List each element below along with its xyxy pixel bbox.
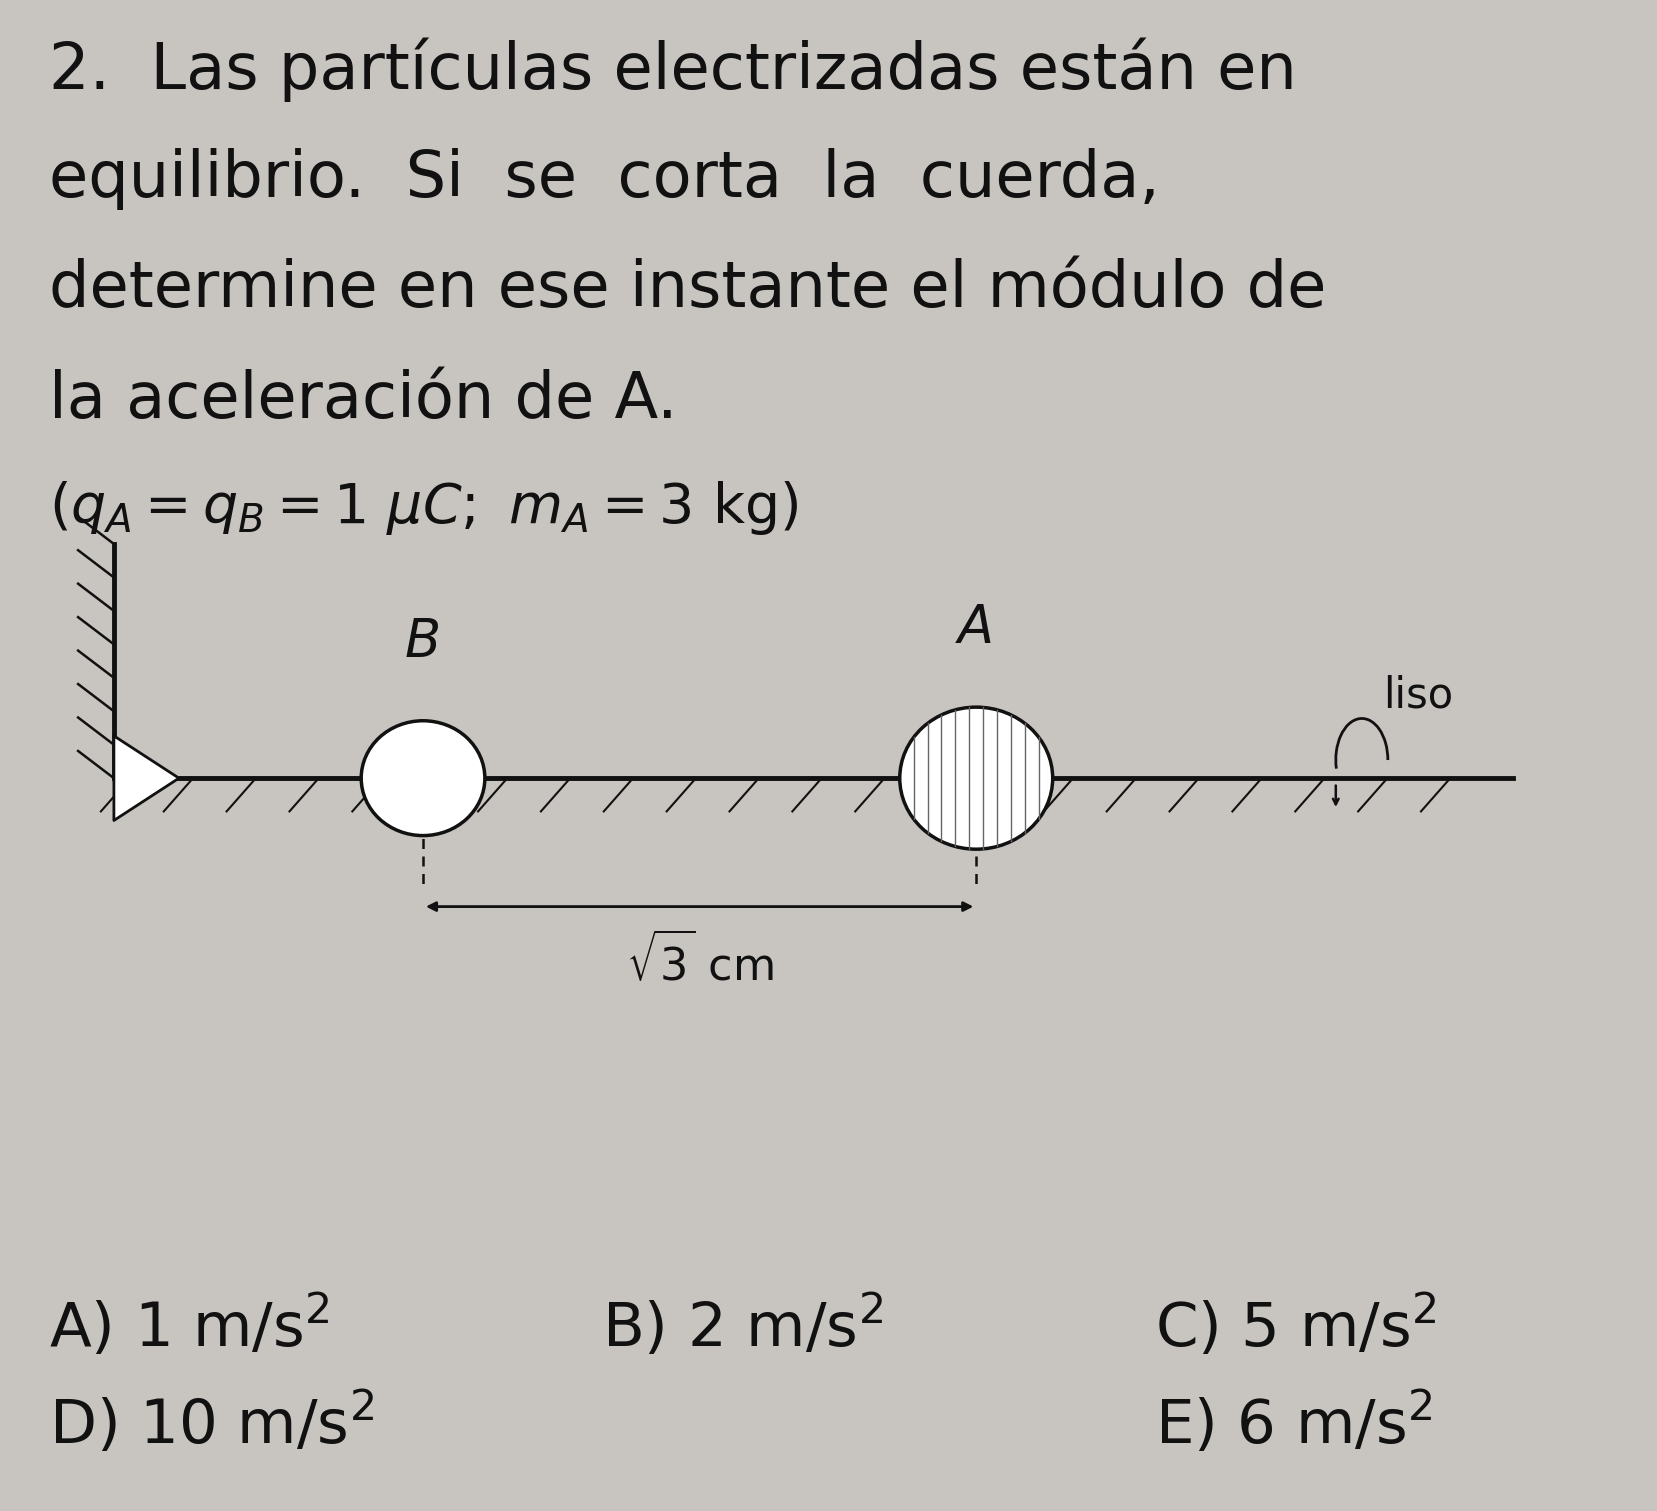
- Text: 2.  Las partículas electrizadas están en: 2. Las partículas electrizadas están en: [48, 38, 1296, 103]
- Text: $(q_A=q_B=1\ \mu C;\ m_A=3\ \mathrm{kg})$: $(q_A=q_B=1\ \mu C;\ m_A=3\ \mathrm{kg})…: [48, 479, 797, 536]
- Text: E) 6 m/s$^2$: E) 6 m/s$^2$: [1155, 1390, 1432, 1457]
- Text: D) 10 m/s$^2$: D) 10 m/s$^2$: [48, 1390, 373, 1457]
- Text: equilibrio.  Si  se  corta  la  cuerda,: equilibrio. Si se corta la cuerda,: [48, 148, 1158, 210]
- Circle shape: [900, 707, 1052, 849]
- Text: B: B: [404, 616, 441, 668]
- Circle shape: [361, 721, 484, 836]
- Text: C) 5 m/s$^2$: C) 5 m/s$^2$: [1155, 1293, 1437, 1360]
- Text: determine en ese instante el módulo de: determine en ese instante el módulo de: [48, 258, 1326, 320]
- Text: la aceleración de A.: la aceleración de A.: [48, 369, 678, 431]
- Text: $\sqrt{3}$ cm: $\sqrt{3}$ cm: [625, 934, 772, 990]
- Polygon shape: [114, 736, 179, 820]
- Text: liso: liso: [1382, 674, 1452, 716]
- Text: A: A: [958, 603, 994, 654]
- Text: A) 1 m/s$^2$: A) 1 m/s$^2$: [48, 1293, 330, 1360]
- Text: B) 2 m/s$^2$: B) 2 m/s$^2$: [601, 1293, 883, 1360]
